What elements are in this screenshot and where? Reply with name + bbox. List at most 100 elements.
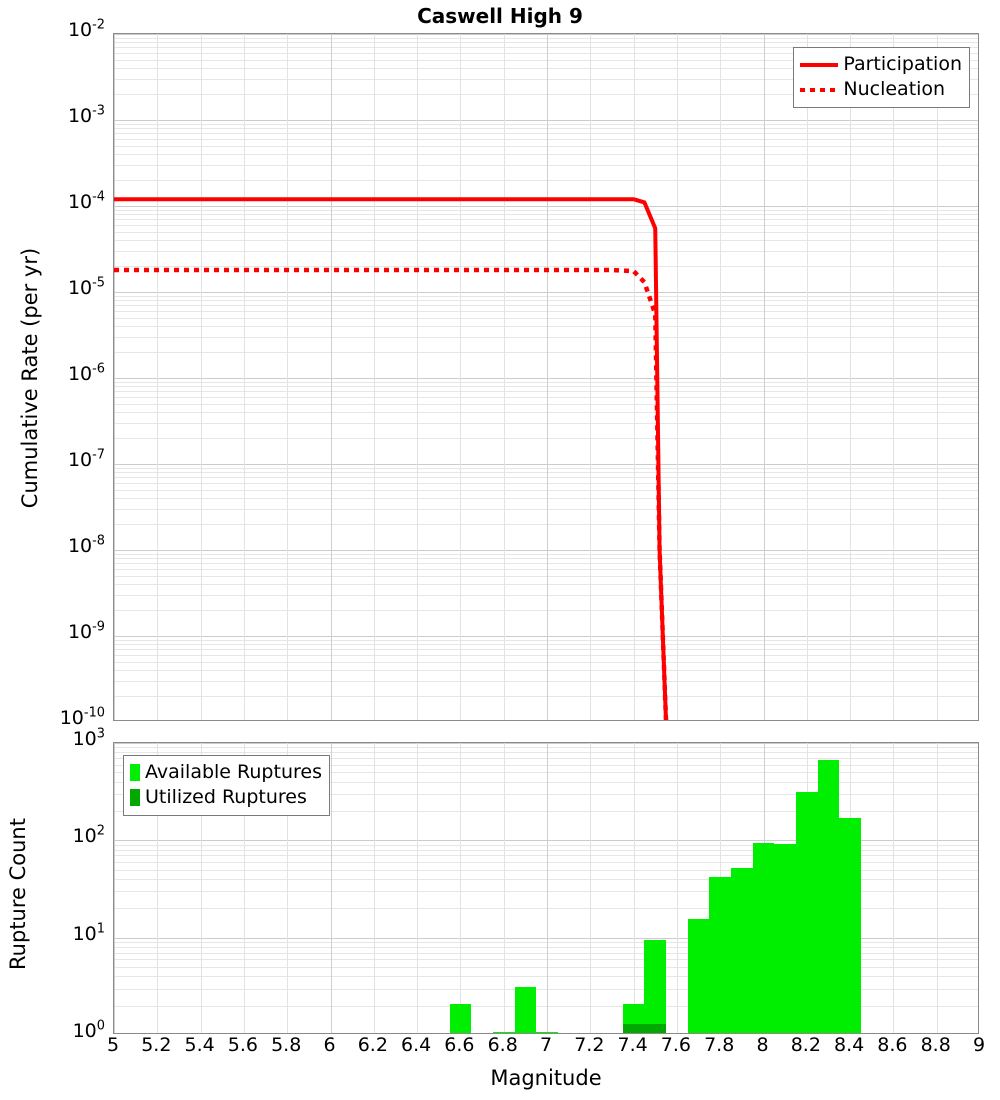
gridline-horizontal bbox=[114, 483, 978, 485]
histogram-bar-available bbox=[709, 877, 732, 1033]
gridline-horizontal bbox=[114, 655, 978, 657]
gridline-vertical bbox=[460, 743, 462, 1033]
y-tick-label: 100 bbox=[72, 1018, 105, 1042]
x-tick-label: 6.4 bbox=[400, 1034, 432, 1056]
gridline-vertical bbox=[547, 34, 548, 720]
gridline-horizontal bbox=[114, 145, 978, 147]
gridline-horizontal bbox=[114, 397, 978, 399]
gridline-horizontal bbox=[114, 636, 978, 637]
gridline-horizontal bbox=[114, 811, 978, 813]
gridline-horizontal bbox=[114, 240, 978, 242]
y-tick-label: 10-9 bbox=[67, 619, 105, 643]
gridline-horizontal bbox=[114, 947, 978, 949]
gridline-horizontal bbox=[114, 206, 978, 207]
gridline-vertical bbox=[330, 743, 332, 1033]
gridline-vertical bbox=[893, 743, 895, 1033]
x-tick-label: 7.6 bbox=[660, 1034, 691, 1056]
gridline-horizontal bbox=[114, 976, 978, 978]
x-axis-label: Magnitude bbox=[490, 1066, 602, 1090]
gridline-horizontal bbox=[114, 772, 978, 774]
y-tick-label: 10-6 bbox=[67, 361, 105, 385]
gridline-horizontal bbox=[114, 326, 978, 328]
x-tick-label: 6.2 bbox=[357, 1034, 388, 1056]
gridline-horizontal bbox=[114, 225, 978, 227]
x-tick-label: 5.2 bbox=[141, 1034, 172, 1056]
gridline-horizontal bbox=[114, 164, 978, 166]
gridline-horizontal bbox=[114, 219, 978, 221]
gridline-vertical bbox=[590, 34, 592, 720]
gridline-horizontal bbox=[114, 47, 978, 49]
gridline-vertical bbox=[200, 743, 202, 1033]
gridline-horizontal bbox=[114, 855, 978, 857]
x-tick-label: 6.6 bbox=[444, 1034, 475, 1056]
gridline-horizontal bbox=[114, 781, 978, 783]
gridline-horizontal bbox=[114, 464, 978, 465]
gridline-horizontal bbox=[114, 59, 978, 61]
x-tick-label: 8.6 bbox=[877, 1034, 908, 1056]
gridline-horizontal bbox=[114, 524, 978, 526]
bottom-y-axis-label: Rupture Count bbox=[6, 818, 30, 970]
gridline-horizontal bbox=[114, 78, 978, 80]
y-tick-label: 10-7 bbox=[67, 447, 105, 471]
bottom-plot-area bbox=[114, 743, 978, 1033]
histogram-bar-available bbox=[536, 1032, 558, 1033]
gridline-horizontal bbox=[114, 489, 978, 491]
gridline-horizontal bbox=[114, 498, 978, 500]
gridline-horizontal bbox=[114, 381, 978, 383]
y-tick-label: 102 bbox=[72, 824, 105, 848]
gridline-horizontal bbox=[114, 670, 978, 672]
gridline-horizontal bbox=[114, 292, 978, 293]
utilized-color-swatch bbox=[130, 789, 140, 806]
x-axis-ticks: 5 5.2 5.4 5.6 5.8 6 6.2 6.4 6.6 6.8 7 7.2 7.4 7.6 7.8 8… bbox=[107, 1034, 985, 1062]
rate-legend: Participation Nucleation bbox=[793, 47, 970, 108]
gridline-horizontal bbox=[114, 680, 978, 682]
gridline-vertical bbox=[243, 743, 245, 1033]
gridline-horizontal bbox=[114, 295, 978, 297]
gridline-horizontal bbox=[114, 266, 978, 268]
rate-curves bbox=[114, 197, 669, 720]
gridline-vertical bbox=[287, 743, 289, 1033]
gridline-vertical bbox=[373, 34, 375, 720]
gridline-horizontal bbox=[114, 747, 978, 749]
gridline-vertical bbox=[633, 743, 635, 1033]
gridline-horizontal bbox=[114, 563, 978, 565]
cumulative-rate-plot: Participation Nucleation bbox=[113, 33, 979, 721]
top-plot-area bbox=[114, 34, 978, 720]
page-title: Caswell High 9 bbox=[417, 4, 583, 28]
gridline-horizontal bbox=[114, 68, 978, 70]
gridline-horizontal bbox=[114, 438, 978, 440]
gridline-horizontal bbox=[114, 844, 978, 846]
gridline-vertical bbox=[806, 34, 808, 720]
x-tick-label: 8.2 bbox=[790, 1034, 821, 1056]
gridline-vertical bbox=[114, 34, 115, 720]
x-tick-label: 8.8 bbox=[920, 1034, 951, 1056]
x-tick-label: 5.8 bbox=[271, 1034, 302, 1056]
histogram-bar-available bbox=[752, 842, 775, 1033]
nucleation-line-key bbox=[800, 81, 839, 99]
gridline-vertical bbox=[200, 34, 202, 720]
legend-item-participation: Participation bbox=[800, 52, 962, 77]
histogram-bar-utilized bbox=[622, 1024, 645, 1033]
x-tick-label: 5.4 bbox=[184, 1034, 215, 1056]
histogram-bar-available bbox=[622, 1003, 645, 1033]
gridline-horizontal bbox=[114, 231, 978, 233]
gridline-horizontal bbox=[114, 639, 978, 641]
gridline-vertical bbox=[720, 34, 722, 720]
gridline-horizontal bbox=[114, 214, 978, 216]
y-tick-label: 10-2 bbox=[67, 17, 105, 41]
participation-line-key bbox=[800, 56, 839, 74]
gridline-vertical bbox=[676, 34, 678, 720]
gridline-vertical bbox=[936, 743, 938, 1033]
y-tick-label: 10-4 bbox=[67, 189, 105, 213]
gridline-horizontal bbox=[114, 553, 978, 555]
gridline-horizontal bbox=[114, 758, 978, 760]
x-tick-label: 5.6 bbox=[227, 1034, 258, 1056]
y-tick-label: 10-5 bbox=[67, 275, 105, 299]
gridline-horizontal bbox=[114, 123, 978, 125]
gridline-horizontal bbox=[114, 840, 978, 842]
x-tick-label: 8.4 bbox=[833, 1034, 865, 1056]
gridline-horizontal bbox=[114, 879, 978, 881]
available-color-swatch bbox=[130, 764, 140, 781]
top-y-axis-label: Cumulative Rate (per yr) bbox=[18, 247, 42, 509]
gridline-vertical bbox=[676, 743, 678, 1033]
